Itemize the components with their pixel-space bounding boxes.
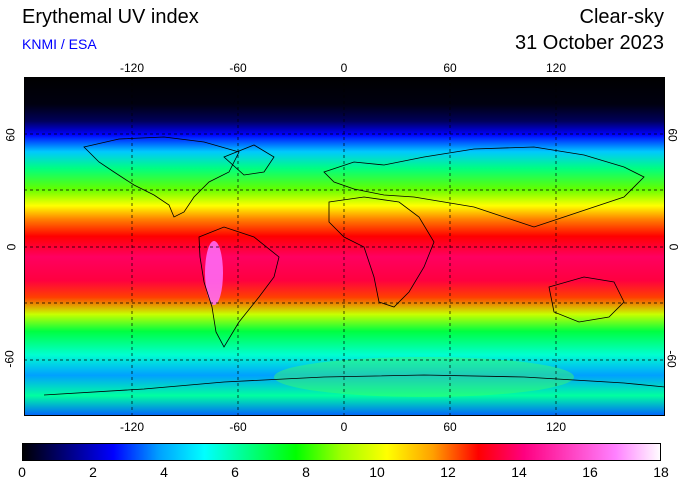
colorbar-tick-label: 0 bbox=[18, 464, 26, 480]
top-lon-label: -120 bbox=[119, 61, 145, 75]
map-title: Erythemal UV index bbox=[22, 6, 199, 28]
top-lon-label: 60 bbox=[443, 61, 457, 75]
colorbar-tick-label: 4 bbox=[160, 464, 168, 480]
africa-coast bbox=[328, 196, 435, 308]
left-lat-label: 60 bbox=[3, 128, 18, 142]
uv-colorbar bbox=[22, 443, 661, 461]
colorbar-tick-label: 8 bbox=[302, 464, 310, 480]
colorbar-tick-label: 16 bbox=[582, 464, 598, 480]
south-america-coast bbox=[198, 226, 280, 348]
eurasia-coast bbox=[323, 146, 645, 228]
colorbar-tick-label: 10 bbox=[369, 464, 385, 480]
top-lon-label: 120 bbox=[545, 61, 567, 75]
credit-label: KNMI / ESA bbox=[22, 36, 97, 52]
greenland-coast bbox=[223, 144, 275, 176]
bottom-lon-label: 120 bbox=[545, 420, 567, 434]
colorbar-tick-label: 6 bbox=[231, 464, 239, 480]
uv-index-map bbox=[24, 77, 665, 416]
bottom-lon-label: 60 bbox=[443, 420, 457, 434]
top-lon-label: 0 bbox=[340, 61, 348, 75]
colorbar-gradient bbox=[22, 443, 661, 461]
graticule bbox=[24, 77, 665, 416]
bottom-lon-label: -60 bbox=[229, 420, 247, 434]
map-frame bbox=[24, 77, 665, 416]
bottom-lon-label: -120 bbox=[119, 420, 145, 434]
left-lat-label: -60 bbox=[2, 350, 17, 368]
antarctica-coast bbox=[43, 374, 665, 396]
right-lat-label: 0 bbox=[666, 243, 681, 251]
left-lat-label: 0 bbox=[4, 243, 19, 251]
colorbar-tick-label: 18 bbox=[653, 464, 669, 480]
top-lon-label: -60 bbox=[229, 61, 247, 75]
right-lat-label: -60 bbox=[664, 350, 679, 368]
sky-condition-label: Clear-sky bbox=[579, 6, 664, 28]
colorbar-frame bbox=[22, 443, 661, 461]
date-label: 31 October 2023 bbox=[515, 32, 664, 54]
north-america-coast bbox=[83, 136, 240, 218]
andes-uv-peak bbox=[205, 241, 223, 305]
bottom-lon-label: 0 bbox=[340, 420, 348, 434]
colorbar-tick-label: 14 bbox=[511, 464, 527, 480]
colorbar-tick-label: 2 bbox=[89, 464, 97, 480]
colorbar-tick-label: 12 bbox=[440, 464, 456, 480]
right-lat-label: 60 bbox=[665, 128, 680, 142]
uv-field bbox=[24, 77, 665, 416]
coastlines bbox=[43, 136, 665, 396]
antarctic-uv-region bbox=[274, 357, 574, 397]
australia-coast bbox=[548, 276, 625, 323]
